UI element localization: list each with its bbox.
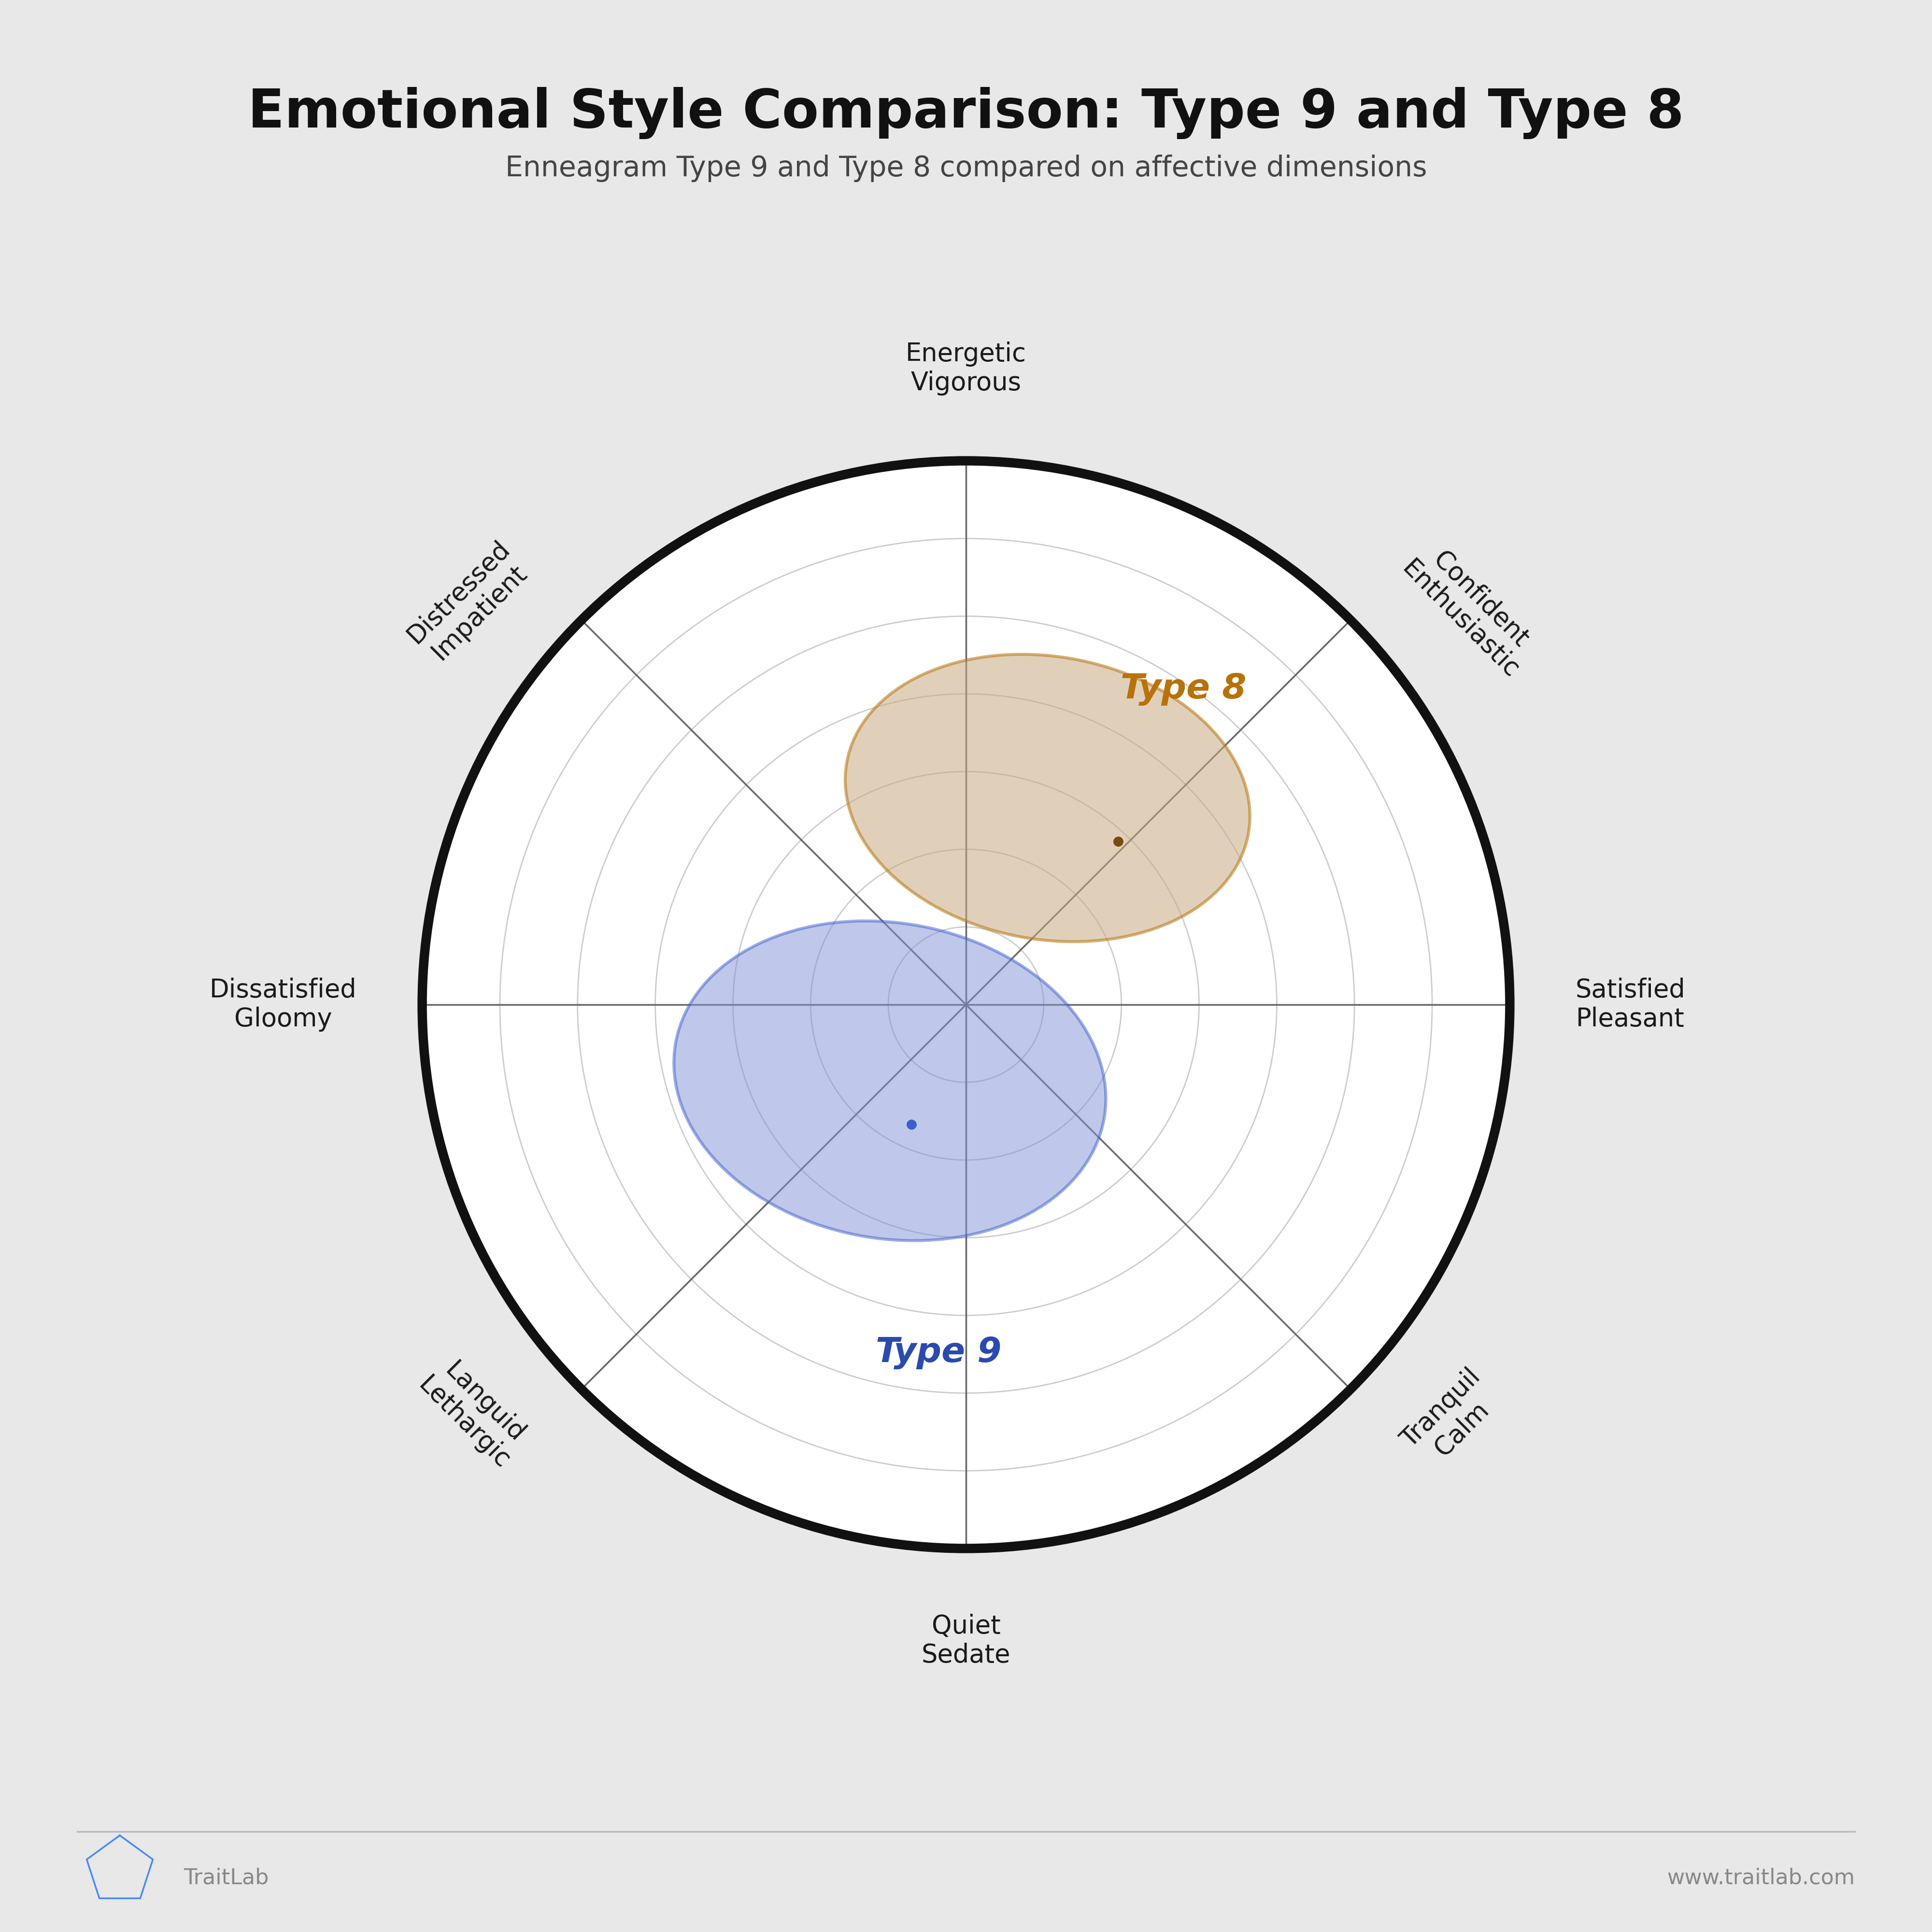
- Text: TraitLab: TraitLab: [184, 1868, 269, 1888]
- Text: Enneagram Type 9 and Type 8 compared on affective dimensions: Enneagram Type 9 and Type 8 compared on …: [504, 155, 1428, 182]
- Text: Satisfied
Pleasant: Satisfied Pleasant: [1575, 978, 1685, 1032]
- Text: Energetic
Vigorous: Energetic Vigorous: [906, 342, 1026, 396]
- Text: Type 9: Type 9: [875, 1337, 1001, 1370]
- Text: Distressed
Impatient: Distressed Impatient: [402, 535, 535, 668]
- Text: Emotional Style Comparison: Type 9 and Type 8: Emotional Style Comparison: Type 9 and T…: [247, 87, 1685, 139]
- Circle shape: [423, 462, 1509, 1548]
- Text: Quiet
Sedate: Quiet Sedate: [922, 1613, 1010, 1667]
- Ellipse shape: [674, 922, 1105, 1240]
- Ellipse shape: [844, 655, 1250, 941]
- Text: Tranquil
Calm: Tranquil Calm: [1397, 1364, 1507, 1474]
- Text: www.traitlab.com: www.traitlab.com: [1667, 1868, 1855, 1888]
- Text: Type 8: Type 8: [1121, 672, 1246, 705]
- Text: Confident
Enthusiastic: Confident Enthusiastic: [1397, 535, 1544, 684]
- Text: Dissatisfied
Gloomy: Dissatisfied Gloomy: [211, 978, 357, 1032]
- Text: Languid
Lethargic: Languid Lethargic: [413, 1352, 535, 1474]
